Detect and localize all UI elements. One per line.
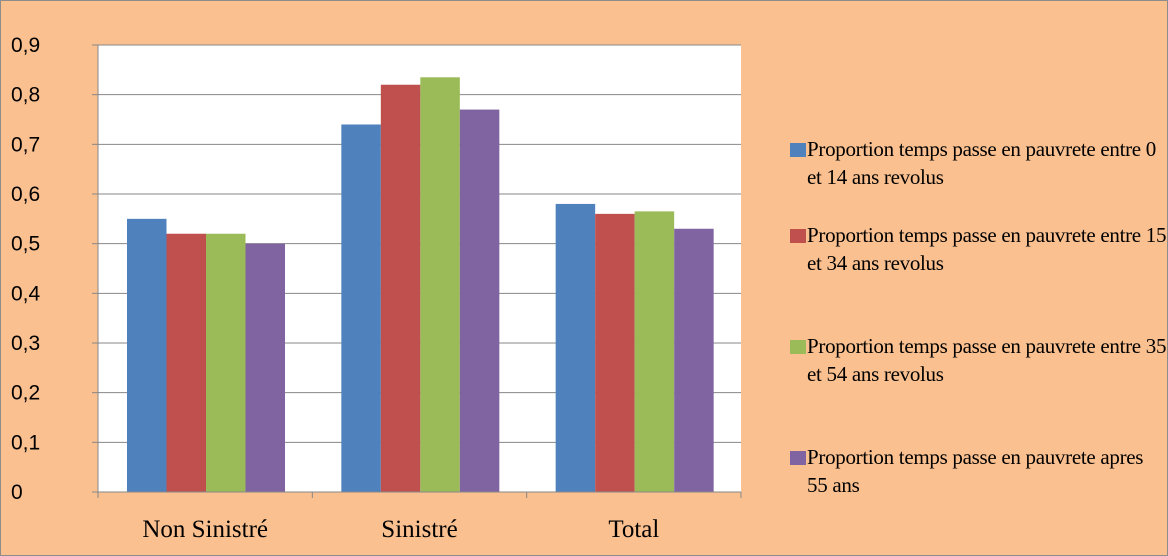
- y-tick-label: 0,7: [11, 133, 40, 156]
- x-tick-label: Non Sinistré: [142, 516, 268, 543]
- legend-swatch-15-34: [790, 229, 806, 243]
- legend-item-15-34: Proportion temps passe en pauvrete entre…: [790, 221, 1168, 277]
- bar-1-3: [459, 109, 500, 493]
- bar-2-1: [595, 213, 635, 492]
- bar-0-1: [166, 233, 206, 492]
- y-tick-label: 0,5: [11, 233, 40, 256]
- bar-2-3: [674, 228, 714, 492]
- y-tick-label: 0,2: [11, 382, 40, 405]
- x-tick-label: Sinistré: [381, 516, 457, 543]
- legend-item-55-plus: Proportion temps passe en pauvrete apres…: [790, 443, 1168, 499]
- legend-label-55-plus: Proportion temps passe en pauvrete apres…: [807, 445, 1144, 497]
- x-tick-label: Total: [608, 516, 659, 543]
- bar-1-2: [420, 77, 460, 493]
- y-tick-label: 0: [11, 481, 23, 504]
- legend-item-0-14: Proportion temps passe en pauvrete entre…: [790, 135, 1168, 191]
- bar-0-0: [127, 218, 167, 493]
- y-tick-label: 0,4: [11, 282, 41, 305]
- legend-swatch-0-14: [790, 143, 806, 157]
- legend-swatch-35-54: [790, 340, 806, 354]
- y-tick-label: 0,9: [11, 34, 40, 57]
- bar-1-0: [341, 124, 381, 492]
- bar-0-3: [245, 243, 285, 492]
- y-tick-label: 0,3: [11, 332, 40, 355]
- y-tick-label: 0,8: [11, 84, 40, 107]
- legend-swatch-55-plus: [790, 451, 806, 465]
- legend-label-0-14: Proportion temps passe en pauvrete entre…: [807, 137, 1156, 189]
- bar-0-2: [206, 233, 246, 492]
- bar-1-1: [380, 84, 421, 492]
- bar-2-2: [634, 211, 675, 492]
- y-tick-label: 0,1: [11, 431, 40, 454]
- legend-label-35-54: Proportion temps passe en pauvrete entre…: [807, 334, 1167, 386]
- plot-area: 0 0,1 0,2 0,3 0,4 0,5 0,6 0,7 0,8 0,9 Non Sinistré…: [11, 34, 742, 543]
- legend-item-35-54: Proportion temps passe en pauvrete entre…: [790, 332, 1168, 388]
- y-tick-label: 0,6: [11, 183, 40, 206]
- bar-2-0: [555, 203, 596, 492]
- legend-label-15-34: Proportion temps passe en pauvrete entre…: [807, 223, 1167, 275]
